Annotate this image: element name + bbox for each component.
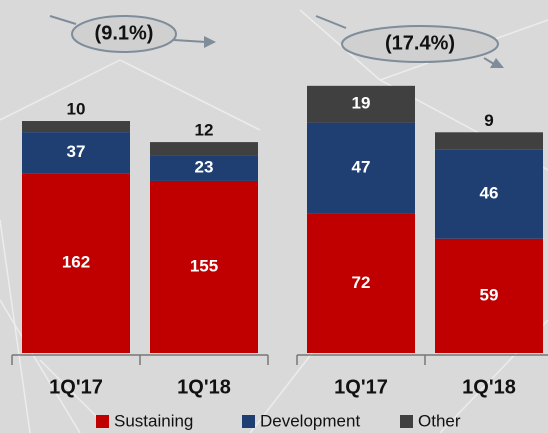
x-tick-label: 1Q'18 bbox=[462, 376, 516, 398]
bar-segment bbox=[435, 238, 543, 353]
data-label: 19 bbox=[352, 94, 371, 113]
bar-segment bbox=[307, 122, 415, 214]
data-label: 37 bbox=[67, 142, 86, 161]
legend-label: Sustaining bbox=[114, 411, 193, 430]
data-label: 12 bbox=[195, 121, 214, 140]
bar-segment bbox=[435, 132, 543, 150]
bar-segment bbox=[22, 173, 130, 353]
legend-swatch bbox=[96, 415, 109, 428]
data-label: 155 bbox=[190, 256, 218, 275]
bar-segment bbox=[22, 121, 130, 133]
data-label: 59 bbox=[480, 285, 499, 304]
legend-label: Development bbox=[260, 411, 360, 430]
data-label: 10 bbox=[67, 99, 86, 118]
annotation-right: (17.4%) bbox=[315, 15, 504, 68]
bar-segment bbox=[22, 132, 130, 174]
bar-segment bbox=[150, 180, 258, 353]
data-label: 72 bbox=[352, 273, 371, 292]
data-label: 47 bbox=[352, 158, 371, 177]
data-label: 9 bbox=[484, 111, 493, 130]
bar-segment bbox=[150, 155, 258, 181]
x-tick-label: 1Q'17 bbox=[334, 376, 388, 398]
data-label: 46 bbox=[480, 184, 499, 203]
bar-segment bbox=[150, 142, 258, 156]
legend-swatch bbox=[400, 415, 413, 428]
x-tick-label: 1Q'18 bbox=[177, 376, 231, 398]
bar-segment bbox=[307, 85, 415, 123]
data-label: 23 bbox=[195, 158, 214, 177]
annotation-left: (9.1%) bbox=[49, 15, 216, 53]
x-tick-label: 1Q'17 bbox=[49, 376, 103, 398]
data-label: 162 bbox=[62, 253, 90, 272]
bar-segment bbox=[435, 149, 543, 239]
legend-swatch bbox=[242, 415, 255, 428]
axis bbox=[11, 354, 548, 365]
bar-segment bbox=[307, 213, 415, 353]
annotation: (9.1%) bbox=[95, 22, 154, 44]
legend-label: Other bbox=[418, 411, 461, 430]
annotation: (17.4%) bbox=[385, 32, 455, 54]
